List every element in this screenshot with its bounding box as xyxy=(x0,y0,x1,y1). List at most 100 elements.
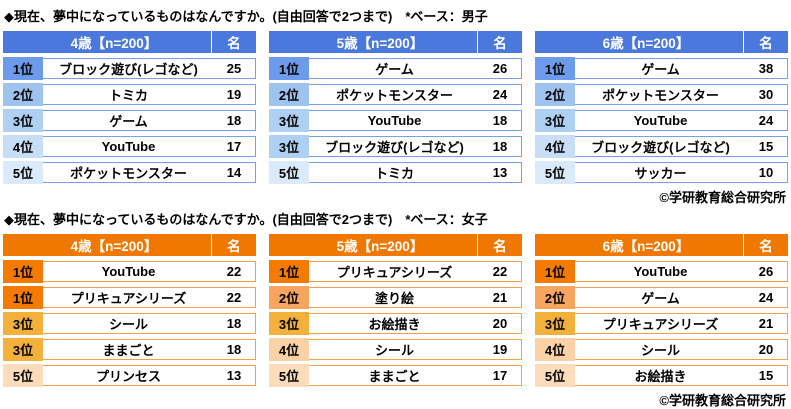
item-label: ゲーム xyxy=(641,62,680,77)
ranking-table-girls-2: 6歳【n=200】 名 1位 YouTube 26 2位 ゲーム 24 3位 プ… xyxy=(535,234,788,387)
count-value: 19 xyxy=(492,342,508,357)
ranking-row: 1位 YouTube 22 xyxy=(3,260,256,283)
ranking-row: 5位 ままごと 17 xyxy=(269,364,522,387)
count-value: 21 xyxy=(492,290,508,305)
rank-badge: 4位 xyxy=(535,338,575,361)
ranking-row: 5位 サッカー 10 xyxy=(535,161,788,184)
item-label: トミカ xyxy=(374,166,414,181)
table-header-count-label: 名 xyxy=(743,31,788,53)
ranking-row: 5位 お絵描き 15 xyxy=(535,364,788,387)
table-header: 5歳【n=200】 名 xyxy=(269,31,522,53)
item-label: ブロック遊び(レゴなど) xyxy=(591,140,730,155)
item-label: プリキュアシリーズ xyxy=(602,317,719,332)
ranking-row: 4位 YouTube 17 xyxy=(3,135,256,158)
table-header: 4歳【n=200】 名 xyxy=(3,31,256,53)
count-value: 18 xyxy=(226,113,242,128)
survey-section-girls: ◆現在、夢中になっているものはなんですか。(自由回答で2つまで) *ベース：女子… xyxy=(3,209,788,409)
ranking-row: 3位 ブロック遊び(レゴなど) 18 xyxy=(269,135,522,158)
table-header-count-label: 名 xyxy=(743,234,788,256)
count-value: 13 xyxy=(492,165,508,180)
rank-badge: 2位 xyxy=(269,286,309,309)
rank-badge: 3位 xyxy=(3,109,43,132)
rank-badge: 3位 xyxy=(3,312,43,335)
table-rows: 1位 ゲーム 26 2位 ポケットモンスター 24 3位 YouTube 18 … xyxy=(269,57,522,184)
rank-badge: 2位 xyxy=(269,83,309,106)
item-label: ブロック遊び(レゴなど) xyxy=(325,140,464,155)
item-label: ゲーム xyxy=(109,114,148,129)
table-header-count-label: 名 xyxy=(211,234,256,256)
ranking-row: 3位 ままごと 18 xyxy=(3,338,256,361)
count-value: 38 xyxy=(758,61,774,76)
item-label: ままごと xyxy=(102,343,155,358)
table-header-count-label: 名 xyxy=(477,31,522,53)
rank-badge: 1位 xyxy=(269,57,309,80)
count-value: 10 xyxy=(758,165,774,180)
item-label: ポケットモンスター xyxy=(70,166,187,181)
rank-badge: 3位 xyxy=(269,135,309,158)
count-value: 17 xyxy=(226,139,242,154)
ranking-row: 3位 YouTube 24 xyxy=(535,109,788,132)
table-header-age-label: 6歳【n=200】 xyxy=(602,239,690,254)
ranking-row: 1位 YouTube 26 xyxy=(535,260,788,283)
rank-badge: 4位 xyxy=(269,338,309,361)
section-question-title: ◆現在、夢中になっているものはなんですか。(自由回答で2つまで) *ベース：女子 xyxy=(4,212,488,227)
table-rows: 1位 ブロック遊び(レゴなど) 25 2位 トミカ 19 3位 ゲーム 18 4… xyxy=(3,57,256,184)
table-rows: 1位 YouTube 22 1位 プリキュアシリーズ 22 3位 シール 18 … xyxy=(3,260,256,387)
rank-badge: 3位 xyxy=(269,312,309,335)
rank-badge: 1位 xyxy=(269,260,309,283)
ranking-row: 3位 プリキュアシリーズ 21 xyxy=(535,312,788,335)
table-header: 6歳【n=200】 名 xyxy=(535,234,788,256)
rank-badge: 5位 xyxy=(3,161,43,184)
ranking-row: 2位 トミカ 19 xyxy=(3,83,256,106)
item-label: シール xyxy=(640,343,680,358)
rank-badge: 2位 xyxy=(535,83,575,106)
table-header: 5歳【n=200】 名 xyxy=(269,234,522,256)
ranking-table-boys-1: 5歳【n=200】 名 1位 ゲーム 26 2位 ポケットモンスター 24 3位… xyxy=(269,31,522,184)
rank-badge: 5位 xyxy=(535,161,575,184)
table-header: 4歳【n=200】 名 xyxy=(3,234,256,256)
count-value: 18 xyxy=(226,316,242,331)
ranking-row: 4位 ブロック遊び(レゴなど) 15 xyxy=(535,135,788,158)
count-value: 18 xyxy=(492,113,508,128)
ranking-row: 3位 シール 18 xyxy=(3,312,256,335)
ranking-row: 2位 ポケットモンスター 24 xyxy=(269,83,522,106)
rank-badge: 3位 xyxy=(535,312,575,335)
rank-badge: 3位 xyxy=(269,109,309,132)
item-label: YouTube xyxy=(101,139,156,154)
count-value: 20 xyxy=(492,316,508,331)
count-value: 21 xyxy=(758,316,774,331)
count-value: 19 xyxy=(226,87,242,102)
count-value: 18 xyxy=(226,342,242,357)
count-value: 18 xyxy=(492,139,508,154)
table-rows: 1位 プリキュアシリーズ 22 2位 塗り絵 21 3位 お絵描き 20 4位 … xyxy=(269,260,522,387)
ranking-table-girls-1: 5歳【n=200】 名 1位 プリキュアシリーズ 22 2位 塗り絵 21 3位… xyxy=(269,234,522,387)
table-header-age-label: 5歳【n=200】 xyxy=(336,239,424,254)
item-label: シール xyxy=(108,317,148,332)
count-value: 14 xyxy=(226,165,242,180)
item-label: ポケットモンスター xyxy=(602,88,719,103)
ranking-row: 5位 ポケットモンスター 14 xyxy=(3,161,256,184)
table-rows: 1位 ゲーム 38 2位 ポケットモンスター 30 3位 YouTube 24 … xyxy=(535,57,788,184)
rank-badge: 1位 xyxy=(535,57,575,80)
rank-badge: 2位 xyxy=(3,83,43,106)
ranking-row: 4位 シール 19 xyxy=(269,338,522,361)
rank-badge: 3位 xyxy=(535,109,575,132)
rank-badge: 5位 xyxy=(269,364,309,387)
rank-badge: 5位 xyxy=(269,161,309,184)
item-label: トミカ xyxy=(108,88,148,103)
ranking-row: 1位 ゲーム 26 xyxy=(269,57,522,80)
count-value: 17 xyxy=(492,368,508,383)
ranking-row: 2位 塗り絵 21 xyxy=(269,286,522,309)
count-value: 15 xyxy=(758,139,774,154)
table-header-age-label: 4歳【n=200】 xyxy=(70,36,158,51)
count-value: 30 xyxy=(758,87,774,102)
tables-row: 4歳【n=200】 名 1位 ブロック遊び(レゴなど) 25 2位 トミカ 19… xyxy=(3,31,788,184)
table-header: 6歳【n=200】 名 xyxy=(535,31,788,53)
ranking-row: 2位 ポケットモンスター 30 xyxy=(535,83,788,106)
ranking-row: 2位 ゲーム 24 xyxy=(535,286,788,309)
count-value: 13 xyxy=(226,368,242,383)
ranking-row: 3位 ゲーム 18 xyxy=(3,109,256,132)
item-label: シール xyxy=(374,343,414,358)
rank-badge: 1位 xyxy=(535,260,575,283)
copyright-note: ©学研教育総合研究所 xyxy=(659,190,786,205)
